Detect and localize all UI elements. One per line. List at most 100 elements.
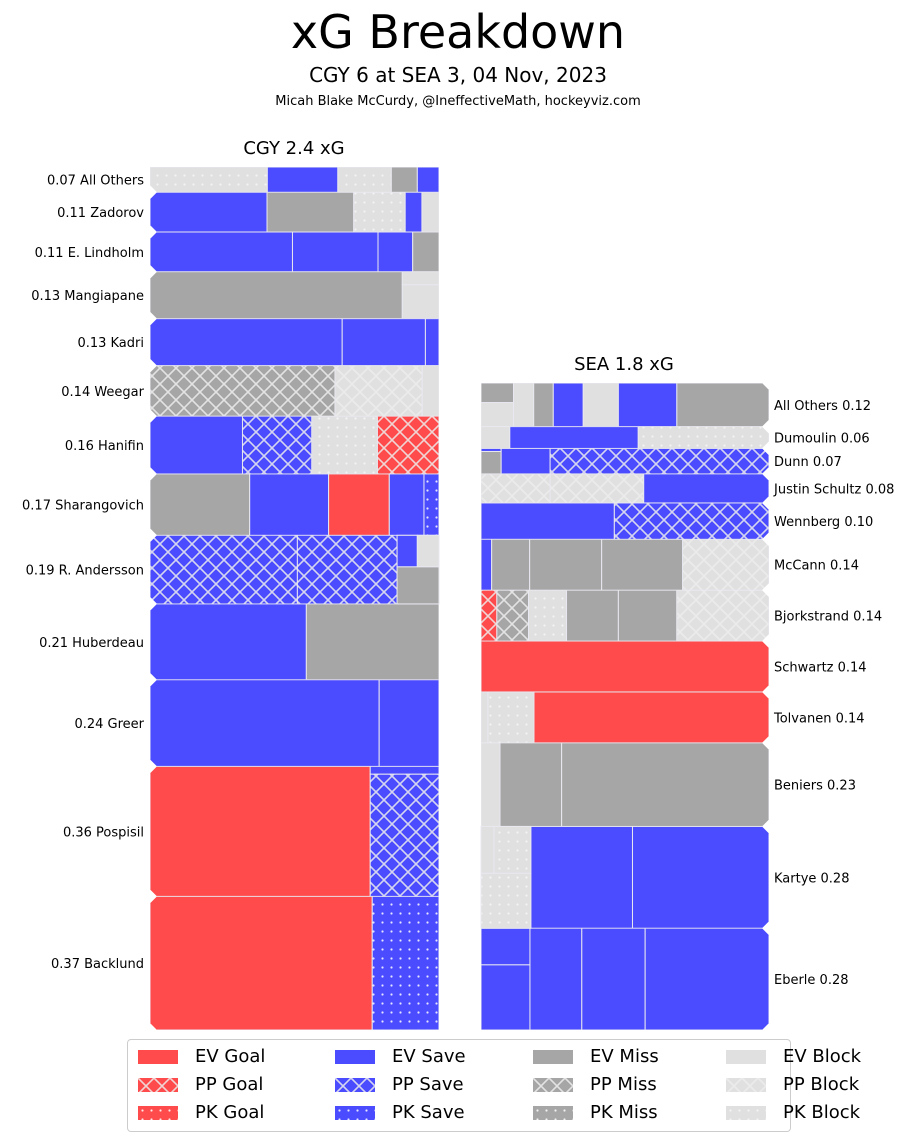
player-label: 0.11 E. Lindholm [35, 246, 144, 261]
legend-label: PK Block [783, 1102, 861, 1123]
legend-label: PP Miss [590, 1074, 657, 1095]
shot-segment-ev-miss [390, 167, 418, 193]
shot-segment-ev-miss [491, 539, 531, 591]
player-label: Wennberg 0.10 [774, 515, 873, 530]
shot-segment-ev-save [150, 416, 243, 474]
shot-segment-ev-miss [617, 590, 678, 642]
shot-segment-pk-block [353, 192, 406, 232]
player-row-dunn: Dunn 0.07 [481, 448, 842, 474]
legend-label: PP Save [392, 1074, 464, 1095]
player-row-sharangovich: 0.17 Sharangovich [22, 473, 439, 536]
shot-segment-ev-block [480, 825, 495, 874]
shot-segment-ev-miss [529, 539, 603, 591]
shot-segment-pk-block [311, 416, 378, 474]
shot-segment-ev-block [481, 402, 515, 427]
legend-swatch [138, 1106, 178, 1120]
player-label: 0.13 Mangiapane [31, 289, 144, 304]
shot-segment-ev-save [643, 473, 769, 503]
player-row-hanifin: 0.16 Hanifin [65, 416, 439, 474]
shot-segment-ev-save [404, 192, 423, 232]
cgy-team-column: 0.07 All Others 0.11 Zadorov 0.11 E. Lindh… [22, 167, 440, 1030]
legend-swatch [533, 1050, 573, 1064]
legend-label: PK Miss [590, 1102, 658, 1123]
legend-swatch [335, 1106, 375, 1120]
chart-credit: Micah Blake McCurdy, @IneffectiveMath, h… [275, 94, 641, 109]
player-label: Eberle 0.28 [774, 973, 849, 988]
player-label: Bjorkstrand 0.14 [774, 610, 882, 625]
player-label: 0.13 Kadri [77, 336, 144, 351]
shot-segment-ev-block [513, 383, 535, 427]
shot-segment-pk-block [337, 167, 392, 193]
player-label: 0.07 All Others [47, 174, 144, 189]
legend-label: PP Block [783, 1074, 860, 1095]
sea-total-label: SEA 1.8 xG [574, 354, 674, 375]
shot-segment-ev-goal [150, 766, 371, 897]
shot-segment-pp-block [549, 473, 645, 503]
shot-segment-ev-miss [266, 192, 355, 232]
player-row-greer: 0.24 Greer [74, 679, 439, 767]
shot-segment-ev-save [150, 679, 380, 767]
shot-segment-pp-save [369, 773, 439, 897]
shot-segment-pk-block [487, 691, 535, 743]
shot-segment-pp-goal [481, 590, 498, 642]
shot-segment-ev-block [416, 534, 440, 568]
player-label: 0.11 Zadorov [57, 206, 144, 221]
shot-segment-ev-block [481, 426, 511, 449]
player-row-weegar: 0.14 Weegar [61, 365, 439, 417]
legend-label: EV Miss [590, 1046, 659, 1067]
player-row-huberdeau: 0.21 Huberdeau [39, 603, 439, 680]
player-label: Tolvanen 0.14 [773, 711, 865, 726]
shot-segment-ev-save [266, 167, 339, 193]
shot-segment-ev-save [150, 603, 307, 680]
player-row-mangiapane: 0.13 Mangiapane [31, 271, 439, 319]
player-label: All Others 0.12 [774, 399, 871, 414]
legend-swatch [726, 1050, 766, 1064]
shot-segment-ev-save [481, 539, 493, 591]
shot-segment-ev-miss [150, 271, 403, 319]
shot-segment-ev-save [416, 167, 439, 193]
shot-segment-ev-save [481, 502, 615, 540]
shot-segment-ev-miss [676, 383, 769, 427]
shot-segment-ev-miss [601, 539, 684, 591]
shot-segment-ev-save [481, 928, 531, 966]
player-label: 0.17 Sharangovich [22, 499, 144, 514]
player-label: Justin Schultz 0.08 [773, 482, 894, 497]
shot-segment-pk-block [493, 825, 532, 874]
shot-segment-pk-save [423, 473, 439, 536]
shot-segment-ev-save [396, 534, 418, 568]
player-row-eberle: Eberle 0.28 [481, 928, 849, 1030]
shot-segment-ev-block [481, 742, 501, 827]
player-label: Dunn 0.07 [774, 455, 842, 470]
shot-segment-ev-save [150, 231, 293, 272]
shot-segment-ev-miss [566, 590, 619, 642]
shot-segment-ev-save [631, 826, 769, 929]
legend-swatch [335, 1078, 375, 1092]
shot-segment-ev-miss [305, 603, 439, 680]
shot-segment-ev-save [291, 231, 379, 272]
shot-segment-ev-save [644, 928, 769, 1030]
player-row-wennberg: Wennberg 0.10 [481, 502, 873, 540]
shot-segment-pp-save [150, 535, 298, 604]
player-label: 0.14 Weegar [61, 385, 144, 400]
shot-segment-ev-miss [561, 742, 769, 827]
player-label: 0.37 Backlund [51, 957, 144, 972]
shot-segment-pk-block [637, 426, 769, 449]
shot-segment-ev-save [529, 928, 583, 1030]
shot-segment-ev-save [341, 318, 426, 366]
player-row-mccann: McCann 0.14 [481, 539, 859, 591]
shot-segment-ev-save [369, 766, 439, 775]
player-row-bjorkstrand: Bjorkstrand 0.14 [481, 590, 882, 642]
shot-segment-ev-goal [150, 896, 373, 1030]
shot-segment-ev-block [421, 192, 439, 232]
shot-segment-pp-save [241, 416, 313, 474]
shot-segment-pk-block [528, 590, 568, 642]
shot-segment-ev-save [500, 448, 551, 474]
shot-segment-ev-miss [499, 742, 563, 827]
shot-segment-ev-save [481, 964, 531, 1030]
player-row-zadorov: 0.11 Zadorov [57, 192, 439, 232]
player-label: Dumoulin 0.06 [774, 432, 870, 447]
shot-segment-pp-save [296, 535, 398, 604]
player-row-kartye: Kartye 0.28 [530, 826, 849, 929]
player-label: 0.24 Greer [74, 717, 144, 732]
